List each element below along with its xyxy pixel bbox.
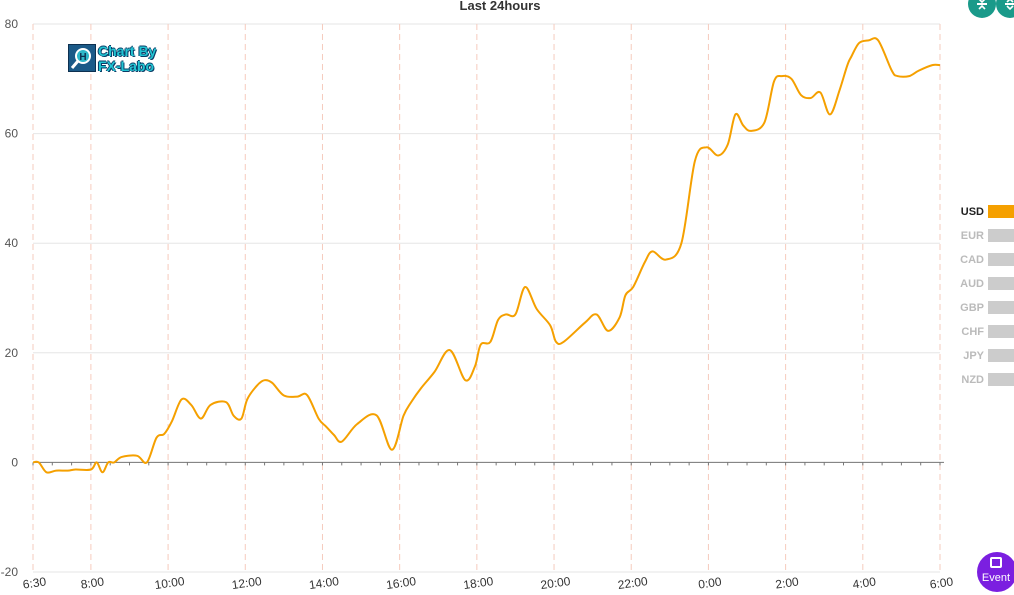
logo-line-2: FX-Labo — [98, 58, 154, 74]
x-tick-label: 0:00 — [697, 574, 722, 591]
legend-label: EUR — [960, 230, 984, 242]
legend-swatch — [988, 205, 1014, 218]
legend-label: JPY — [963, 350, 984, 362]
legend-swatch — [988, 229, 1014, 242]
y-tick-label: 80 — [5, 17, 19, 31]
compress-icon — [977, 0, 987, 10]
x-tick-label: 4:00 — [852, 574, 877, 591]
x-tick-label: 20:00 — [540, 574, 572, 592]
legend-label: AUD — [960, 278, 984, 290]
series-line-usd — [32, 37, 941, 474]
legend-swatch — [988, 349, 1014, 362]
legend-item-aud[interactable]: AUD — [956, 276, 1014, 292]
x-tick-label: 14:00 — [308, 574, 340, 592]
magnifier-chart-icon: H — [68, 44, 96, 72]
legend-item-jpy[interactable]: JPY — [956, 348, 1014, 364]
logo-line-1: Chart By — [98, 43, 157, 59]
x-tick-label: 8:00 — [80, 574, 105, 591]
legend-label: NZD — [961, 374, 984, 386]
legend-item-eur[interactable]: EUR — [956, 228, 1014, 244]
legend-swatch — [988, 373, 1014, 386]
y-tick-label: 40 — [5, 236, 19, 250]
legend-label: GBP — [960, 302, 984, 314]
y-tick-label: 20 — [5, 346, 19, 360]
legend-item-chf[interactable]: CHF — [956, 324, 1014, 340]
fx-labo-logo: H Chart By FX-Labo — [68, 43, 168, 75]
legend-swatch — [988, 253, 1014, 266]
legend-swatch — [988, 277, 1014, 290]
chart-title: Last 24hours — [460, 0, 541, 13]
event-button[interactable]: Event — [977, 552, 1014, 592]
legend-label: CHF — [961, 326, 984, 338]
legend-item-usd[interactable]: USD — [956, 204, 1014, 220]
grid — [32, 23, 941, 573]
x-tick-label: 6:30 — [22, 574, 47, 591]
x-tick-label: 18:00 — [462, 574, 494, 592]
axes: -20 0 20 40 60 80 6:30 8:00 10:00 12:00 14:00 16:00… — [1, 17, 955, 592]
series-layer — [32, 37, 941, 474]
x-tick-label: 12:00 — [231, 574, 263, 592]
y-tick-label: -20 — [1, 565, 19, 579]
y-tick-label: 0 — [11, 455, 18, 469]
legend-label: CAD — [960, 254, 984, 266]
legend-swatch — [988, 301, 1014, 314]
x-tick-label: 6:00 — [929, 574, 954, 591]
event-button-label: Event — [981, 572, 1011, 584]
legend-item-nzd[interactable]: NZD — [956, 372, 1014, 388]
y-tick-label: 60 — [5, 127, 19, 141]
svg-text:H: H — [79, 52, 86, 63]
x-tick-label: 10:00 — [154, 574, 186, 592]
x-tick-label: 22:00 — [617, 574, 649, 592]
expand-icon — [1005, 0, 1014, 11]
expand-button[interactable] — [996, 0, 1014, 18]
x-tick-label: 16:00 — [385, 574, 417, 592]
legend-item-cad[interactable]: CAD — [956, 252, 1014, 268]
compress-button[interactable] — [968, 0, 996, 18]
legend-label: USD — [960, 206, 984, 218]
legend-item-gbp[interactable]: GBP — [956, 300, 1014, 316]
calendar-icon — [990, 557, 1002, 568]
legend-swatch — [988, 325, 1014, 338]
x-tick-label: 2:00 — [775, 574, 800, 591]
